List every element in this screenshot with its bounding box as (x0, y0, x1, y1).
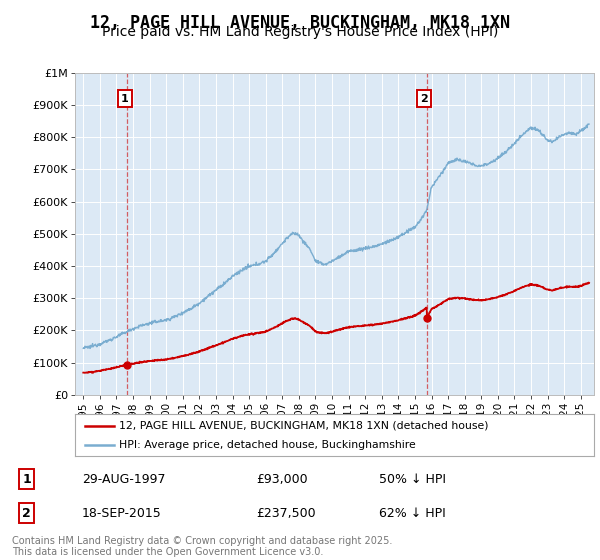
Text: £237,500: £237,500 (256, 507, 316, 520)
Text: 18-SEP-2015: 18-SEP-2015 (82, 507, 161, 520)
Text: 1: 1 (22, 473, 31, 486)
Text: 62% ↓ HPI: 62% ↓ HPI (379, 507, 445, 520)
Text: Price paid vs. HM Land Registry's House Price Index (HPI): Price paid vs. HM Land Registry's House … (102, 25, 498, 39)
Text: 2: 2 (22, 507, 31, 520)
Text: 12, PAGE HILL AVENUE, BUCKINGHAM, MK18 1XN (detached house): 12, PAGE HILL AVENUE, BUCKINGHAM, MK18 1… (119, 421, 488, 431)
Text: 29-AUG-1997: 29-AUG-1997 (82, 473, 166, 486)
Text: HPI: Average price, detached house, Buckinghamshire: HPI: Average price, detached house, Buck… (119, 440, 416, 450)
Text: Contains HM Land Registry data © Crown copyright and database right 2025.
This d: Contains HM Land Registry data © Crown c… (12, 535, 392, 557)
Text: £93,000: £93,000 (256, 473, 308, 486)
Text: 50% ↓ HPI: 50% ↓ HPI (379, 473, 446, 486)
Text: 2: 2 (421, 94, 428, 104)
Text: 12, PAGE HILL AVENUE, BUCKINGHAM, MK18 1XN: 12, PAGE HILL AVENUE, BUCKINGHAM, MK18 1… (90, 14, 510, 32)
Text: 1: 1 (121, 94, 129, 104)
